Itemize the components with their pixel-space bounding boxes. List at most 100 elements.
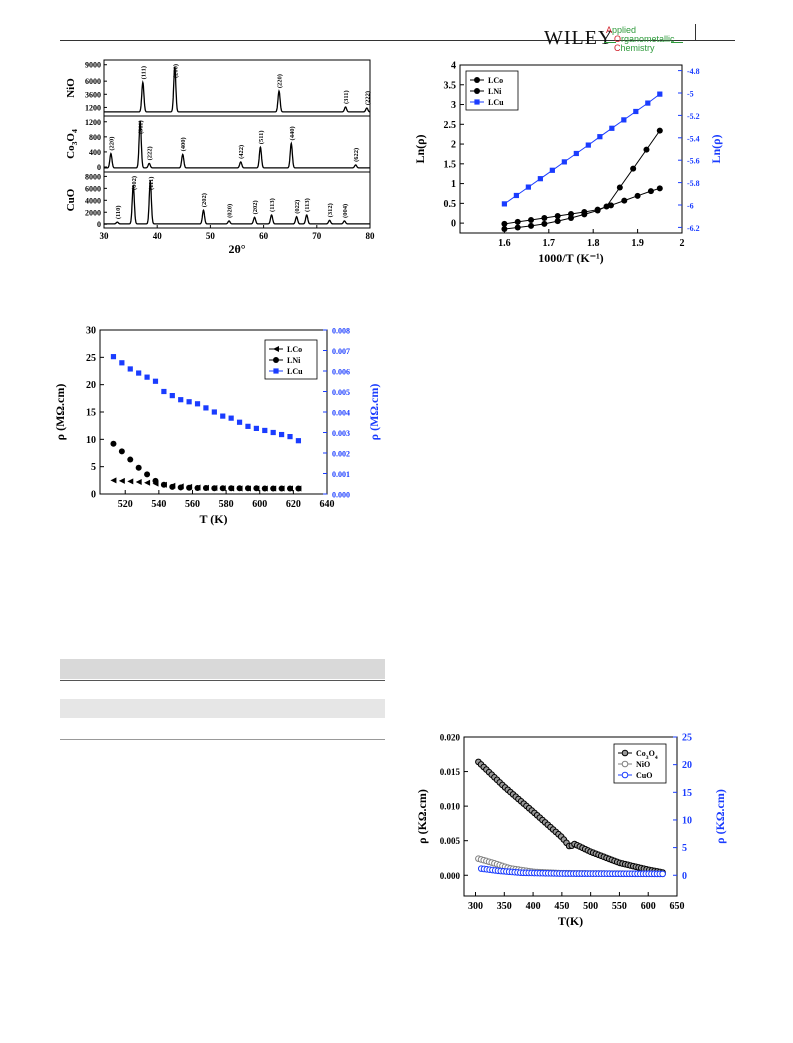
data-point — [127, 456, 134, 463]
data-point — [236, 419, 243, 425]
label-part: 3 — [646, 755, 649, 761]
data-point — [621, 197, 628, 204]
data-point — [245, 423, 251, 429]
header-rule — [60, 40, 735, 41]
data-point — [136, 370, 142, 376]
data-point — [161, 388, 167, 395]
xrd-peak-label: (511) — [258, 130, 265, 144]
x-tick-label: 560 — [185, 499, 200, 510]
data-point — [144, 479, 151, 486]
y-left-tick-label: 2.5 — [444, 120, 457, 131]
label-part: Co — [636, 749, 646, 758]
data-point — [554, 213, 561, 220]
xrd-peak-label: (111) — [140, 66, 147, 79]
x-tick-label: 580 — [219, 499, 234, 510]
data-point — [144, 374, 150, 380]
label-part: 4 — [655, 755, 658, 761]
data-point — [659, 870, 666, 878]
data-point — [135, 478, 142, 485]
data-point — [581, 211, 588, 218]
xrd-y-tick-label: 400 — [89, 148, 101, 157]
data-point — [127, 478, 134, 485]
y-right-axis-title: ρ (MΩ.cm) — [367, 384, 381, 441]
data-point — [474, 77, 480, 83]
x-tick-label: 2 — [680, 238, 685, 249]
xrd-peak-label: (312) — [327, 203, 334, 217]
table-row-band — [60, 699, 385, 718]
xrd-x-axis-title: 2θ° — [228, 242, 245, 256]
data-point — [568, 214, 574, 221]
y-right-tick-label: 0.005 — [332, 388, 350, 397]
xrd-peak-label: (004) — [342, 204, 349, 218]
data-point — [630, 165, 637, 172]
data-point — [177, 484, 184, 491]
data-point — [203, 405, 209, 411]
data-point — [537, 176, 543, 182]
x-tick-label: 600 — [641, 901, 656, 912]
data-point — [621, 771, 629, 779]
y-left-tick-label: 4 — [451, 61, 456, 72]
xrd-peak-label: (111) — [148, 177, 155, 190]
data-point — [295, 485, 302, 492]
header-page-tick — [695, 24, 696, 40]
data-point — [273, 368, 279, 374]
data-point — [594, 207, 601, 214]
y-right-tick-label: 0.004 — [332, 409, 350, 418]
x-tick-label: 540 — [151, 499, 166, 510]
y-left-tick-label: 0.015 — [440, 767, 461, 777]
y-left-tick-label: 5 — [91, 462, 96, 473]
table-header-band — [60, 659, 385, 679]
data-point — [127, 366, 133, 372]
data-point — [621, 760, 629, 768]
journal-logo-line-1: Applied — [606, 25, 637, 35]
xrd-x-tick-label: 70 — [312, 231, 322, 241]
y-left-tick-label: 2 — [451, 140, 456, 151]
y-right-tick-label: 0.003 — [332, 429, 350, 438]
xrd-peak-label: (020) — [227, 204, 234, 218]
x-axis-title: 1000/T (K⁻¹) — [538, 251, 603, 265]
xrd-y-tick-label: 1200 — [85, 118, 101, 127]
legend-label: LNi — [287, 356, 301, 365]
legend-label: LCo — [287, 345, 302, 354]
x-tick-label: 650 — [670, 901, 685, 912]
y-right-tick-label: -5 — [687, 90, 694, 99]
y-left-tick-label: 1.5 — [444, 159, 457, 170]
xrd-peak-label: (200) — [172, 64, 179, 78]
data-point — [561, 159, 567, 165]
xrd-x-tick-label: 30 — [100, 231, 110, 241]
xrd-pattern — [104, 120, 370, 169]
y-left-tick-label: 20 — [86, 380, 96, 391]
xrd-y-tick-label: 0 — [97, 220, 101, 229]
y-right-tick-label: 10 — [682, 815, 692, 826]
y-right-tick-label: -5.4 — [687, 134, 700, 143]
lnrho-figure: 1.6 1.7 1.8 1.9 2 0 0.5 1 1.5 2 2.5 3 3.5 4 -6.2 -6 -5.8… — [413, 61, 723, 266]
x-tick-label: 300 — [468, 901, 483, 912]
data-point — [169, 393, 175, 399]
data-point — [135, 464, 142, 471]
y-left-tick-label: 0.000 — [440, 871, 461, 881]
data-point — [528, 216, 535, 223]
y-right-tick-label: 20 — [682, 760, 692, 771]
data-point — [144, 471, 151, 478]
y-right-axis-title: Ln(ρ) — [709, 134, 723, 163]
xrd-y-tick-label: 1200 — [85, 103, 101, 112]
data-point — [253, 425, 259, 431]
xrd-panel-label-group: Co3O4 — [65, 129, 79, 159]
data-point — [152, 477, 159, 484]
data-point — [525, 184, 531, 190]
y-right-tick-label: 0.007 — [332, 347, 350, 356]
xrd-peak-label: (311) — [343, 90, 350, 104]
xrd-peak-label: (622) — [353, 148, 360, 162]
xrd-panel-label: CuO — [65, 188, 77, 211]
x-tick-label: 1.9 — [631, 238, 644, 249]
data-point — [194, 484, 201, 491]
data-point — [621, 749, 629, 757]
data-point — [634, 192, 641, 199]
data-point — [244, 485, 251, 492]
data-point — [647, 188, 654, 195]
data-point — [273, 357, 279, 363]
y-right-tick-label: 25 — [682, 733, 692, 744]
data-point — [152, 378, 159, 384]
data-point — [514, 224, 521, 231]
